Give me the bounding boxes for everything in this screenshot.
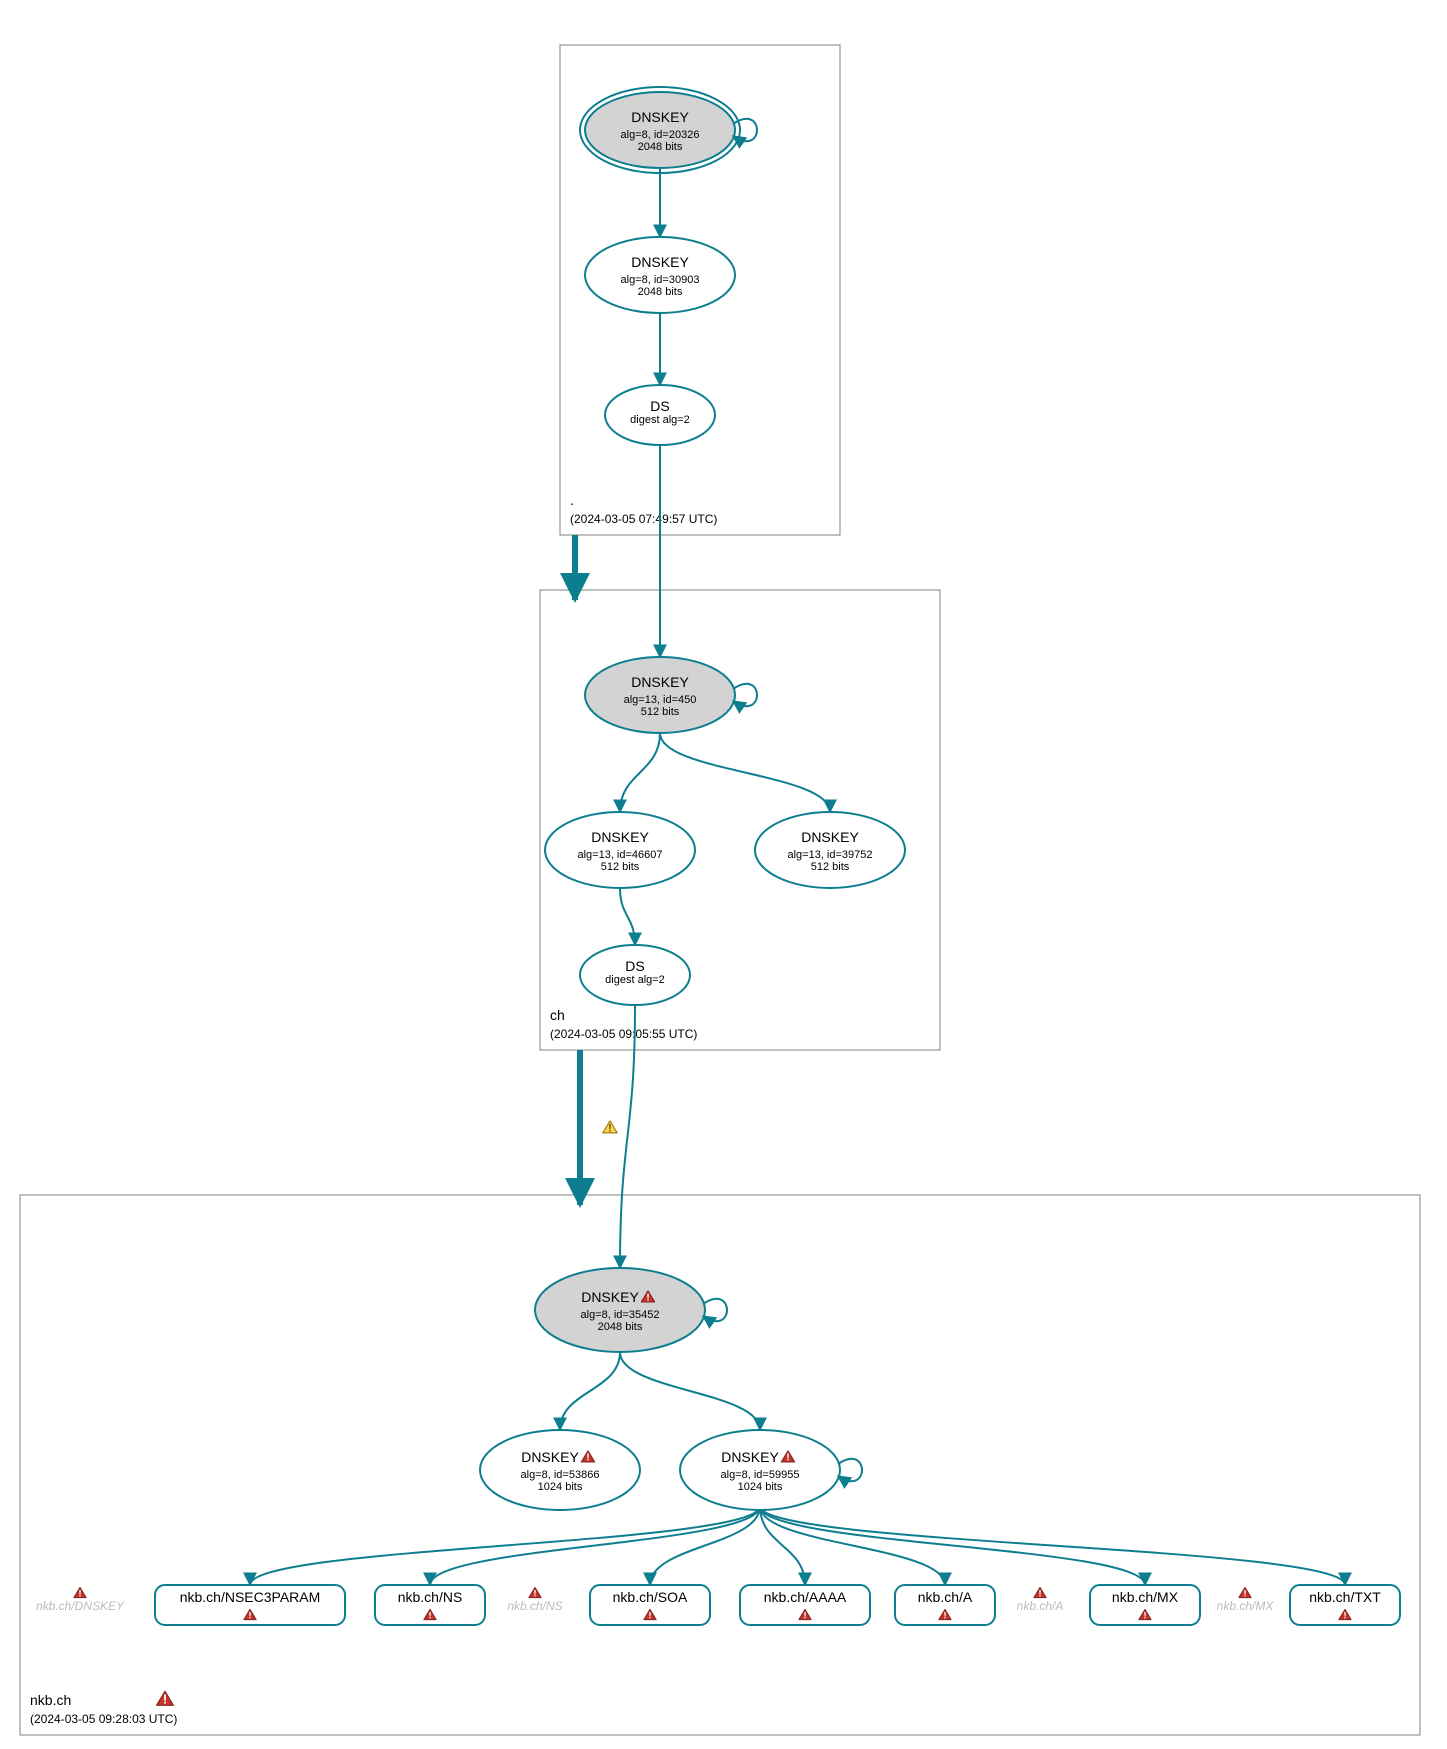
node-ch_ds-title: DS: [625, 958, 644, 974]
svg-text:!: !: [646, 1293, 649, 1304]
error-icon: !: [529, 1588, 541, 1599]
rr-ghost-g_dnskey: nkb.ch/DNSKEY: [36, 1599, 125, 1613]
svg-text:!: !: [79, 1588, 82, 1598]
node-ch_zsk-sub2: 512 bits: [601, 861, 640, 873]
node-ch_zsk2: DNSKEY alg=13, id=39752512 bits: [755, 812, 905, 888]
zone-root-timestamp: (2024-03-05 07:49:57 UTC): [570, 512, 717, 526]
node-ch_ksk-title: DNSKEY: [631, 674, 689, 690]
svg-text:!: !: [429, 1610, 432, 1620]
rr-ghost-g_mx: nkb.ch/MX: [1217, 1599, 1275, 1613]
edge-ch_ds-nkb_ksk: [620, 1005, 635, 1268]
svg-text:!: !: [608, 1122, 612, 1134]
svg-text:!: !: [804, 1610, 807, 1620]
self-loop-root_ksk: [733, 119, 757, 141]
node-root_zsk-sub2: 2048 bits: [638, 286, 683, 298]
node-root_ksk-title: DNSKEY: [631, 109, 689, 125]
node-root_ksk: DNSKEY alg=8, id=203262048 bits: [580, 87, 757, 173]
rr-node-rr_txt-label: nkb.ch/TXT: [1309, 1589, 1381, 1605]
error-icon: !: [157, 1691, 174, 1706]
error-icon: !: [74, 1588, 86, 1599]
rr-node-rr_aaaa-label: nkb.ch/AAAA: [764, 1589, 847, 1605]
self-loop-ch_ksk: [733, 684, 757, 706]
svg-text:!: !: [163, 1692, 167, 1707]
edge-nkb_zsk2-rr_mx: [760, 1506, 1145, 1585]
zone-ch-label: ch: [550, 1007, 565, 1023]
node-root_ksk-sub2: 2048 bits: [638, 141, 683, 153]
node-nkb_zsk1-sub1: alg=8, id=53866: [521, 1469, 600, 1481]
node-root_zsk: DNSKEY alg=8, id=309032048 bits: [585, 237, 735, 313]
zone-nkbch-label: nkb.ch: [30, 1692, 71, 1708]
rr-node-rr_a-label: nkb.ch/A: [918, 1589, 973, 1605]
node-ch_zsk: DNSKEY alg=13, id=46607512 bits: [545, 812, 695, 888]
node-nkb_zsk2-sub2: 1024 bits: [738, 1481, 783, 1493]
svg-text:!: !: [1144, 1610, 1147, 1620]
zone-root-label: .: [570, 492, 574, 508]
edge-nkb_zsk2-rr_a: [760, 1506, 945, 1585]
node-ch_zsk2-sub2: 512 bits: [811, 861, 850, 873]
node-nkb_zsk1: DNSKEY alg=8, id=538661024 bits: [480, 1430, 640, 1510]
node-nkb_zsk2-sub1: alg=8, id=59955: [721, 1469, 800, 1481]
rr-ghost-g_a: nkb.ch/A: [1017, 1599, 1064, 1613]
node-nkb_zsk2: DNSKEY alg=8, id=599551024 bits: [680, 1430, 862, 1510]
rr-node-rr_nsec3param-label: nkb.ch/NSEC3PARAM: [180, 1589, 321, 1605]
node-ch_zsk2-title: DNSKEY: [801, 829, 859, 845]
node-nkb_ksk-sub2: 2048 bits: [598, 1321, 643, 1333]
warning-icon: !: [603, 1121, 617, 1135]
node-ch_ksk-sub2: 512 bits: [641, 706, 680, 718]
svg-text:!: !: [1344, 1610, 1347, 1620]
rr-ghost-g_ns-label: nkb.ch/NS: [507, 1599, 562, 1613]
edge-nkb_zsk2-rr_ns: [430, 1506, 760, 1585]
node-nkb_ksk: DNSKEY alg=8, id=354522048 bits: [535, 1268, 727, 1352]
edge-ch_ksk-ch_zsk: [620, 733, 660, 812]
svg-text:!: !: [586, 1453, 589, 1464]
dnssec-diagram: . (2024-03-05 07:49:57 UTC) ch (2024-03-05 …: [0, 0, 1447, 1749]
error-icon: !: [1239, 1588, 1251, 1599]
edge-nkb_zsk2-rr_nsec3param: [250, 1506, 760, 1585]
rr-node-rr_ns-label: nkb.ch/NS: [398, 1589, 463, 1605]
node-root_ds: DSdigest alg=2: [605, 385, 715, 445]
node-root_ksk-sub1: alg=8, id=20326: [621, 129, 700, 141]
node-nkb_ksk-title: DNSKEY: [581, 1289, 639, 1305]
edge-nkb_ksk-nkb_zsk1: [560, 1352, 620, 1430]
node-root_zsk-title: DNSKEY: [631, 254, 689, 270]
self-loop-nkb_zsk2: [838, 1459, 862, 1481]
node-ch_ksk: DNSKEY alg=13, id=450512 bits: [585, 657, 757, 733]
rr-node-rr_mx-label: nkb.ch/MX: [1112, 1589, 1179, 1605]
self-loop-nkb_ksk: [703, 1299, 727, 1321]
rr-ghost-g_mx-label: nkb.ch/MX: [1217, 1599, 1275, 1613]
svg-text:!: !: [249, 1610, 252, 1620]
svg-text:!: !: [944, 1610, 947, 1620]
svg-text:!: !: [534, 1588, 537, 1598]
rr-ghost-g_dnskey-label: nkb.ch/DNSKEY: [36, 1599, 125, 1613]
edge-ch_ksk-ch_zsk2: [660, 733, 830, 812]
node-ch_zsk-sub1: alg=13, id=46607: [577, 849, 662, 861]
node-ch_ds-sub1: digest alg=2: [605, 974, 665, 986]
node-root_ds-sub1: digest alg=2: [630, 414, 690, 426]
rr-node-rr_soa-label: nkb.ch/SOA: [613, 1589, 688, 1605]
node-ch_ksk-sub1: alg=13, id=450: [624, 694, 697, 706]
svg-text:!: !: [649, 1610, 652, 1620]
svg-text:!: !: [786, 1453, 789, 1464]
edge-nkb_ksk-nkb_zsk2: [620, 1352, 760, 1430]
node-ch_zsk2-sub1: alg=13, id=39752: [787, 849, 872, 861]
rr-ghost-g_a-label: nkb.ch/A: [1017, 1599, 1064, 1613]
node-nkb_zsk1-sub2: 1024 bits: [538, 1481, 583, 1493]
node-ch_ds: DSdigest alg=2: [580, 945, 690, 1005]
node-nkb_zsk1-title: DNSKEY: [521, 1449, 579, 1465]
node-root_zsk-sub1: alg=8, id=30903: [621, 274, 700, 286]
node-ch_zsk-title: DNSKEY: [591, 829, 649, 845]
error-icon: !: [1034, 1588, 1046, 1599]
node-nkb_zsk2-title: DNSKEY: [721, 1449, 779, 1465]
edge-ch_zsk-ch_ds: [620, 888, 635, 945]
zone-ch-timestamp: (2024-03-05 09:05:55 UTC): [550, 1027, 697, 1041]
zone-nkbch-timestamp: (2024-03-05 09:28:03 UTC): [30, 1712, 177, 1726]
node-nkb_ksk-sub1: alg=8, id=35452: [581, 1309, 660, 1321]
node-root_ds-title: DS: [650, 398, 669, 414]
rr-ghost-g_ns: nkb.ch/NS: [507, 1599, 562, 1613]
svg-text:!: !: [1244, 1588, 1247, 1598]
svg-text:!: !: [1039, 1588, 1042, 1598]
